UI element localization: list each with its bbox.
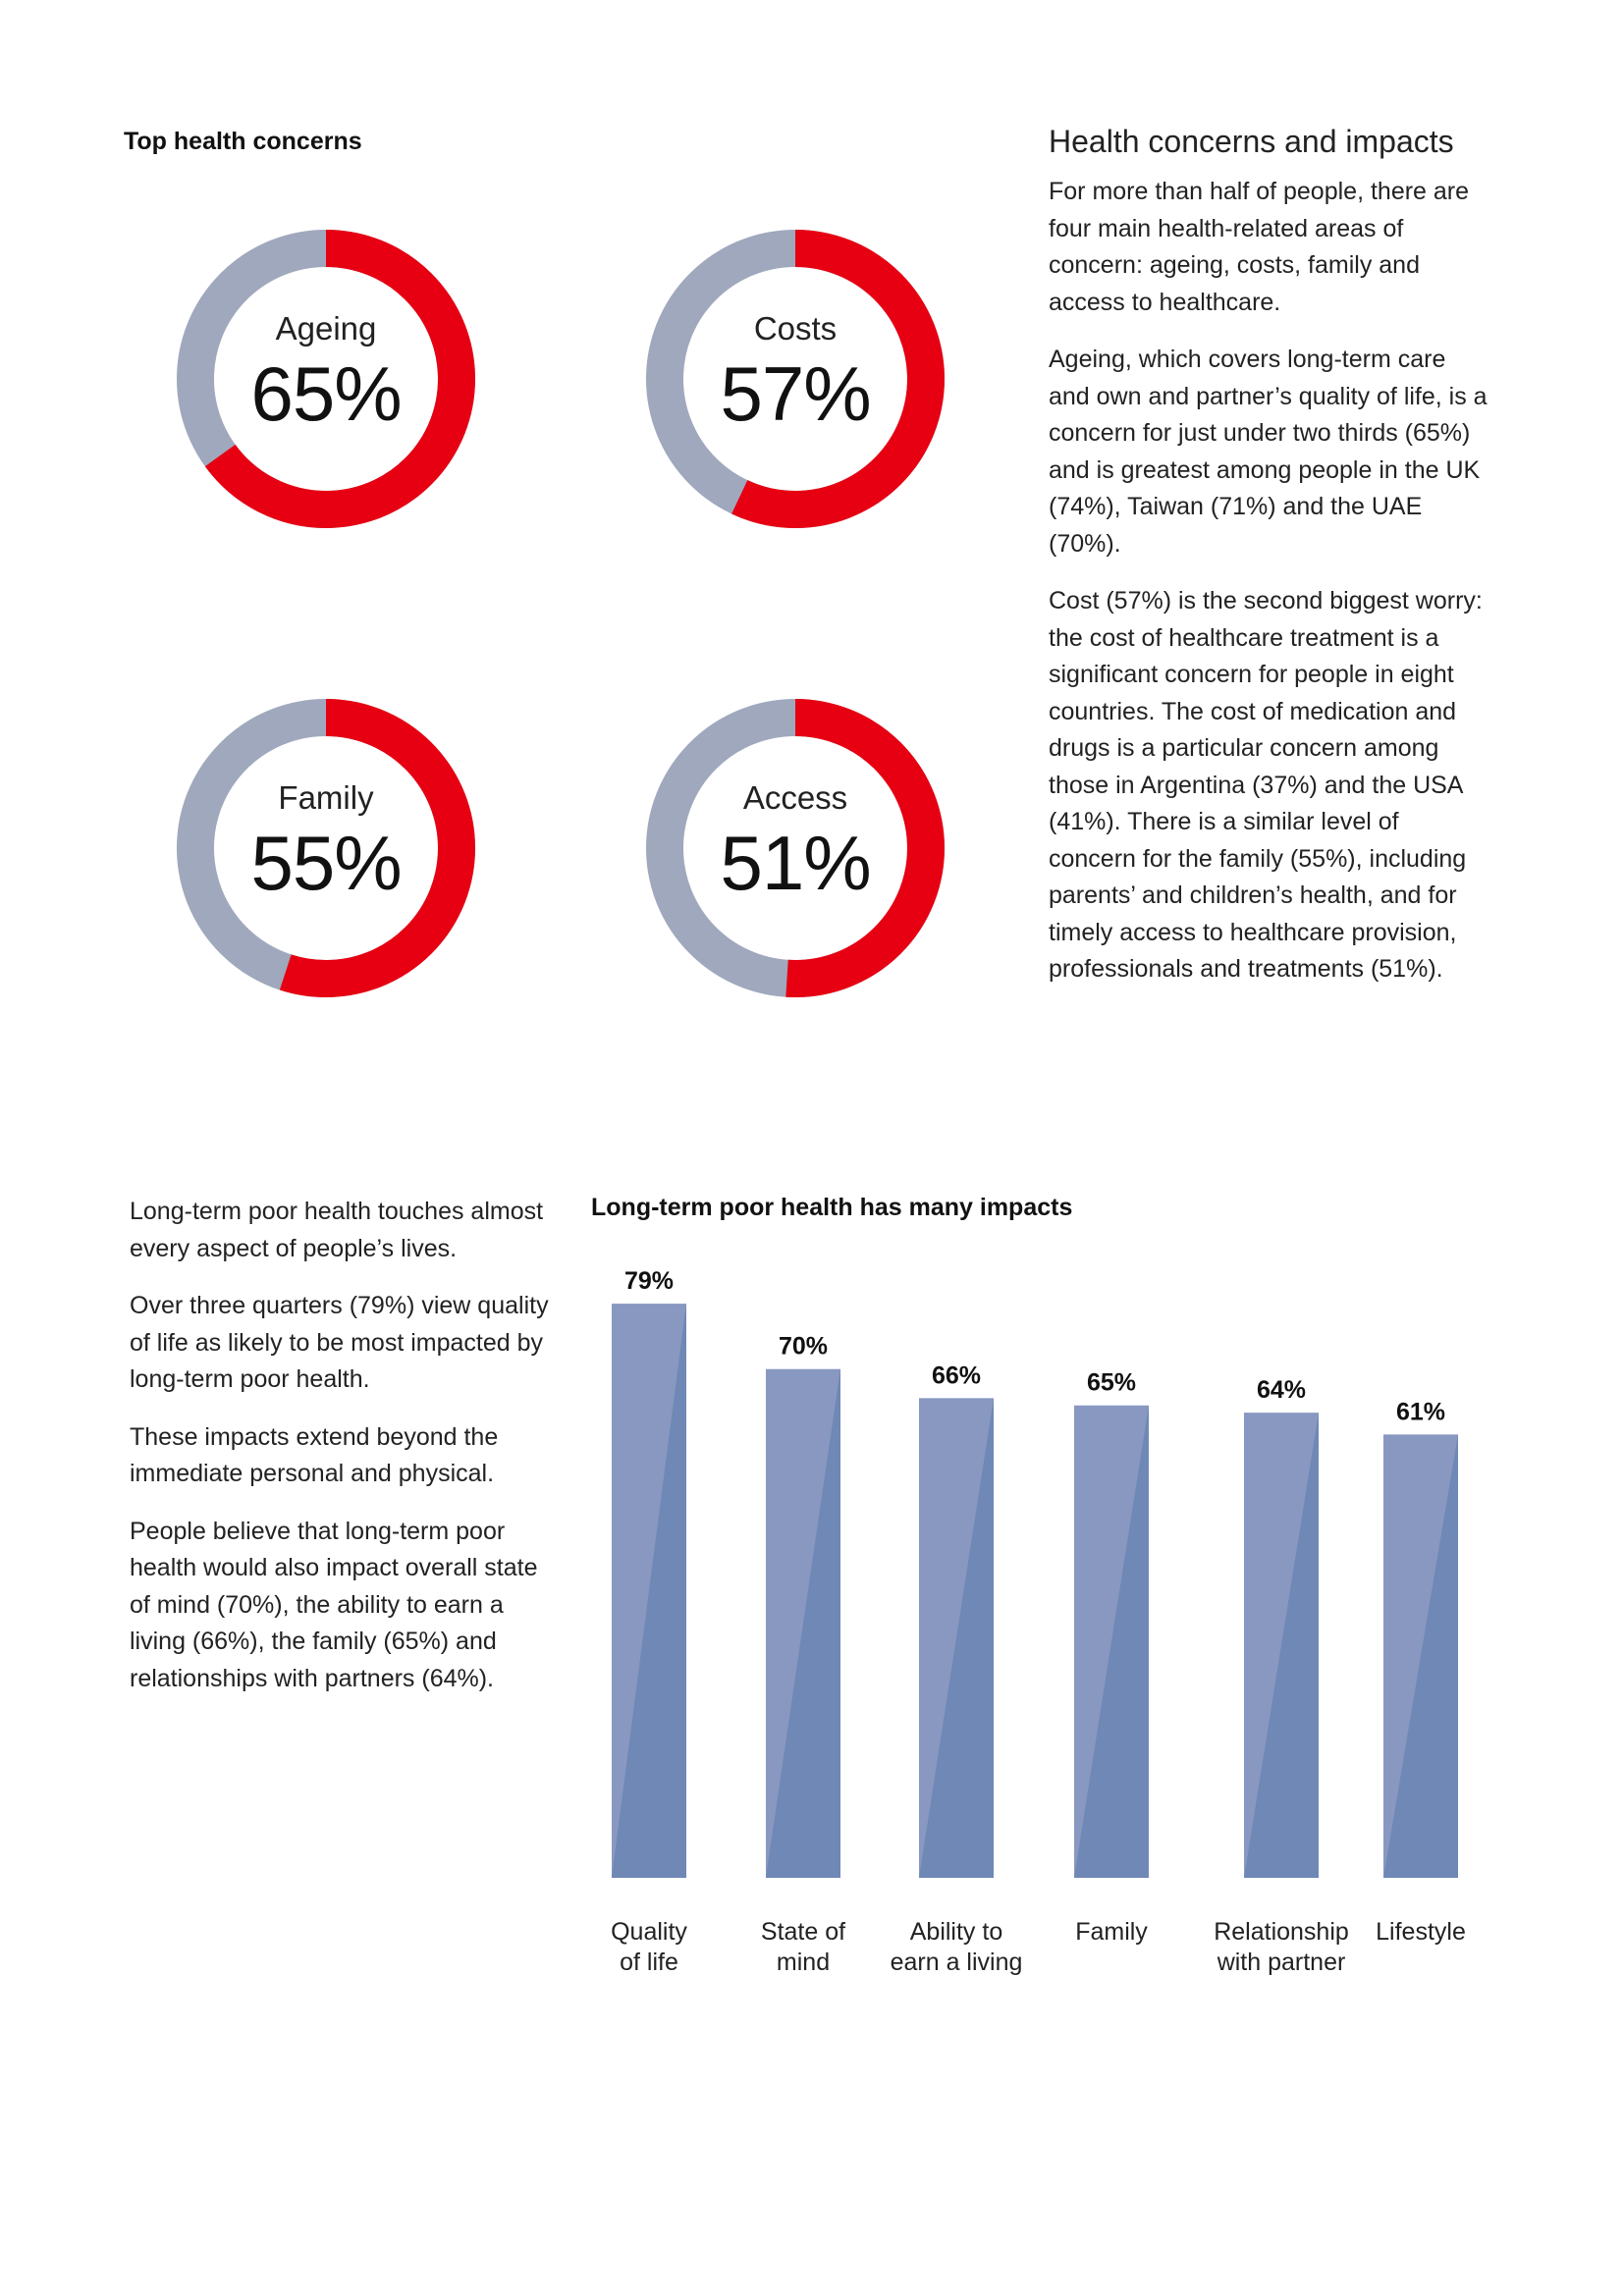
bar-chart-svg: 79% Quality of life 70% State of mind 66% Abili… [611,1267,1466,1976]
bar-category-label: Relationship [1214,1918,1349,1946]
bar-category-label: of life [620,1949,678,1976]
bar-shade [919,1398,994,1878]
left-paragraph: Over three quarters (79%) view quality o… [130,1292,549,1393]
left-paragraph: People believe that long-term poor healt… [130,1517,538,1692]
donut-value: 65% [250,350,402,437]
donut-section-title: Top health concerns [124,128,362,155]
donut-ageing-ring [177,230,475,528]
bar-category-label: earn a living [891,1949,1023,1976]
right-paragraph: Cost (57%) is the second biggest worry: … [1049,587,1483,983]
donut-costs: Costs 57% [646,230,945,528]
right-paragraph: Ageing, which covers long-term care and … [1049,346,1488,558]
bar-data-label: 66% [932,1362,981,1389]
bar [1074,1405,1149,1878]
bar-shade [1244,1413,1319,1878]
donut-label: Ageing [275,310,377,347]
donut-value-arc [646,699,945,997]
right-paragraph: For more than half of people, there are … [1049,178,1470,316]
bar-chart-title: Long-term poor health has many impacts [591,1194,1073,1221]
donut-label: Family [278,779,374,816]
bar [1383,1434,1458,1878]
donut-value: 55% [250,820,402,906]
bar-category-label: Lifestyle [1376,1918,1466,1946]
donut-family-ring [177,699,475,997]
donut-value-arc [177,699,475,997]
bar [919,1398,994,1878]
donut-value: 57% [720,350,871,437]
bar-data-label: 64% [1257,1376,1306,1404]
donut-label: Costs [753,310,838,347]
right-text-column: Health concerns and impacts For more tha… [1049,124,1490,1009]
bar-category-label: Quality [611,1918,687,1946]
donut-costs-ring [646,230,945,528]
bar-category-label: State of [761,1918,845,1946]
bar-data-label: 61% [1396,1398,1445,1425]
donut-access-ring [646,699,945,997]
bar [612,1304,686,1878]
right-heading: Health concerns and impacts [1049,124,1454,159]
donut-family: Family 55% [177,699,475,997]
donut-value-arc [646,230,945,528]
bar-data-label: 65% [1087,1369,1136,1397]
bar-category-label: Family [1075,1918,1148,1946]
donut-value: 51% [720,820,871,906]
bar [766,1368,840,1878]
left-paragraph: Long-term poor health touches almost eve… [130,1198,544,1262]
donut-label: Access [742,779,848,816]
bar [1244,1413,1319,1878]
bar-data-label: 79% [624,1267,674,1295]
bar-shade [1383,1434,1458,1878]
bar-category-label: mind [777,1949,830,1976]
donut-access: Access 51% [646,699,945,997]
left-text-column: Long-term poor health touches almost eve… [130,1194,562,1718]
donut-ageing: Ageing 65% [177,230,475,528]
bar-category-label: with partner [1217,1949,1346,1976]
bar-category-label: Ability to [910,1918,1002,1946]
donut-value-arc [177,230,475,528]
bar-data-label: 70% [779,1333,828,1361]
bar-shade [612,1304,686,1878]
left-paragraph: These impacts extend beyond the immediat… [130,1422,499,1488]
impact-bar-chart: Long-term poor health has many impacts 7… [589,1194,1571,1979]
